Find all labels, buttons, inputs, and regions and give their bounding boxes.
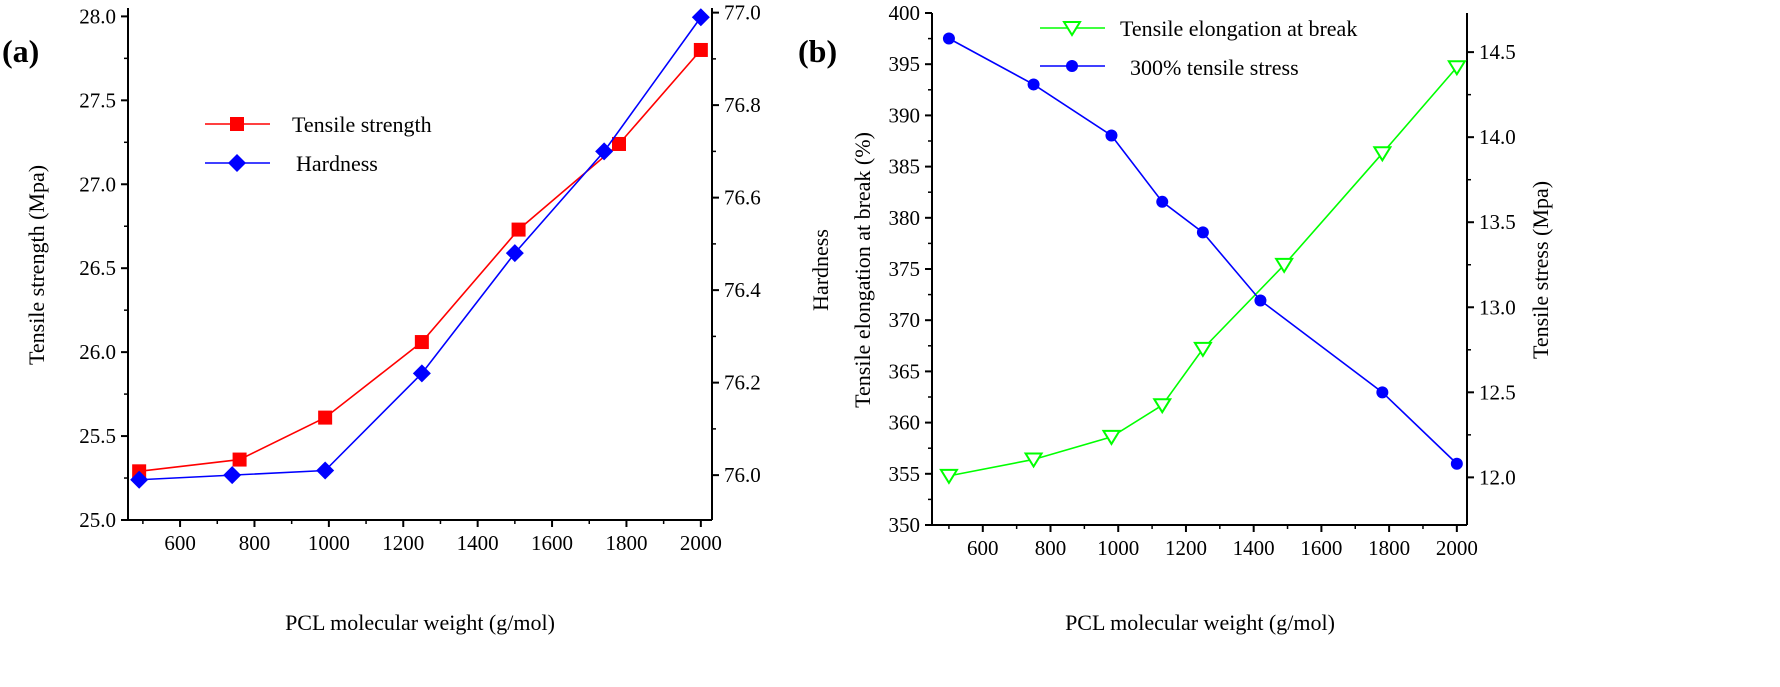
legend-b-marker-1 [1066, 60, 1078, 72]
data-point-1 [942, 32, 955, 45]
y-tick-label-left: 27.5 [79, 88, 116, 112]
x-tick-label: 800 [239, 531, 271, 555]
data-point-0 [1023, 452, 1044, 469]
data-point-0 [1372, 146, 1393, 163]
y-tick-label-left: 385 [889, 155, 921, 179]
y-tick-label-left: 400 [889, 1, 921, 25]
data-point-1 [691, 8, 710, 27]
x-tick-label: 1800 [605, 531, 647, 555]
y-tick-label-right: 12.0 [1479, 465, 1516, 489]
x-tick-label: 1400 [457, 531, 499, 555]
y-tick-label-right: 77.0 [724, 1, 761, 25]
y-tick-label-left: 380 [889, 206, 921, 230]
y-tick-label-left: 395 [889, 52, 921, 76]
data-point-1 [1450, 457, 1463, 470]
legend-b-0: Tensile elongation at break [1120, 16, 1357, 41]
x-tick-label: 1200 [1165, 536, 1207, 560]
y-tick-label-left: 27.0 [79, 172, 116, 196]
data-point-1 [316, 461, 335, 480]
chart-b-ylabel: Tensile elongation at break (%) [850, 132, 875, 408]
y-tick-label-right: 76.8 [724, 93, 761, 117]
data-point-1 [505, 244, 524, 263]
chart-b-xlabel: PCL molecular weight (g/mol) [1065, 610, 1335, 635]
y-tick-label-left: 26.5 [79, 256, 116, 280]
data-point-1 [1376, 386, 1389, 399]
y-tick-label-right: 12.5 [1479, 380, 1516, 404]
data-point-0 [1152, 398, 1173, 415]
chart-b-ylabel-right: Tensile stress (Mpa) [1528, 181, 1553, 359]
data-point-1 [130, 470, 149, 489]
x-tick-label: 1600 [531, 531, 573, 555]
y-tick-label-left: 355 [889, 462, 921, 486]
data-point-1 [595, 142, 614, 161]
data-point-0 [1193, 341, 1213, 358]
y-tick-label-left: 350 [889, 513, 921, 537]
y-tick-label-right: 13.0 [1479, 295, 1516, 319]
y-tick-label-left: 25.0 [79, 508, 116, 532]
data-point-0 [612, 136, 627, 151]
series-line-0 [948, 66, 1458, 477]
legend-a-1: Hardness [296, 151, 378, 176]
legend-a-marker-1 [228, 154, 246, 172]
x-tick-label: 1200 [382, 531, 424, 555]
legend-a-marker-0 [230, 117, 244, 131]
chart-a-xlabel: PCL molecular weight (g/mol) [285, 610, 555, 635]
data-point-1 [1254, 294, 1267, 307]
y-tick-label-right: 14.5 [1479, 40, 1516, 64]
y-tick-label-left: 390 [889, 103, 921, 127]
data-point-0 [318, 410, 333, 425]
chart-b-ylabel-extra: Hardness [808, 229, 833, 311]
panel-label-a: (a) [2, 33, 39, 69]
x-tick-label: 2000 [680, 531, 722, 555]
x-tick-label: 1600 [1300, 536, 1342, 560]
y-tick-label-left: 370 [889, 308, 921, 332]
legend-b-1: 300% tensile stress [1130, 55, 1299, 80]
series-line-1 [948, 37, 1458, 465]
y-tick-label-left: 360 [889, 411, 921, 435]
data-point-1 [1196, 226, 1209, 239]
y-tick-label-left: 26.0 [79, 340, 116, 364]
y-tick-label-right: 14.0 [1479, 125, 1516, 149]
data-point-0 [232, 452, 247, 467]
chart-a-ylabel: Tensile strength (Mpa) [24, 165, 49, 365]
legend-a-0: Tensile strength [292, 112, 432, 137]
x-tick-label: 1000 [1097, 536, 1139, 560]
y-tick-label-left: 25.5 [79, 424, 116, 448]
data-point-1 [1027, 78, 1040, 91]
data-point-0 [939, 468, 959, 485]
x-tick-label: 800 [1035, 536, 1067, 560]
y-tick-label-left: 365 [889, 359, 921, 383]
y-tick-label-right: 76.2 [724, 371, 761, 395]
data-point-1 [1156, 195, 1169, 208]
x-tick-label: 1800 [1368, 536, 1410, 560]
panel-label-b: (b) [798, 33, 837, 69]
data-point-0 [1274, 257, 1294, 274]
chart-b: PCL molecular weight (g/mol) Tensile elo… [808, 1, 1553, 635]
data-point-0 [414, 335, 429, 350]
x-tick-label: 600 [967, 536, 999, 560]
chart-a: PCL molecular weight (g/mol) Tensile str… [24, 1, 761, 635]
data-point-0 [693, 42, 708, 57]
y-tick-label-right: 13.5 [1479, 210, 1516, 234]
y-tick-label-right: 76.6 [724, 186, 761, 210]
x-tick-label: 1000 [308, 531, 350, 555]
y-tick-label-left: 28.0 [79, 4, 116, 28]
x-tick-label: 1400 [1233, 536, 1275, 560]
y-tick-label-right: 76.0 [724, 463, 761, 487]
data-point-0 [1447, 60, 1467, 77]
x-tick-label: 600 [164, 531, 196, 555]
x-tick-label: 2000 [1436, 536, 1478, 560]
data-point-1 [223, 466, 242, 485]
data-point-1 [412, 364, 431, 383]
legend-b-marker-0 [1062, 21, 1082, 37]
y-tick-label-left: 375 [889, 257, 921, 281]
data-point-0 [1101, 429, 1122, 446]
series-line-1 [139, 16, 702, 481]
y-tick-label-right: 76.4 [724, 278, 761, 302]
data-point-0 [511, 222, 526, 237]
data-point-1 [1105, 129, 1118, 142]
